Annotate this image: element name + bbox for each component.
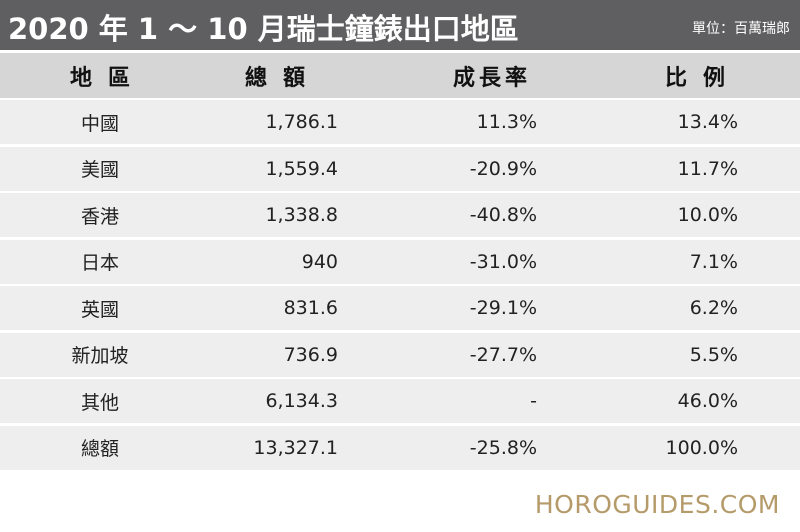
table-header: 地區 總額 成長率 比例 xyxy=(0,53,800,98)
table-row: 中國 1,786.1 11.3% 13.4% xyxy=(0,100,800,144)
table-row: 英國 831.6 -29.1% 6.2% xyxy=(0,286,800,330)
table-row: 新加坡 736.9 -27.7% 5.5% xyxy=(0,332,800,377)
region-cell: 日本 xyxy=(80,252,119,274)
region-cell: 總額 xyxy=(80,438,119,460)
table-row: 日本 940 -31.0% 7.1% xyxy=(0,239,800,284)
region-cell: 香港 xyxy=(80,205,119,228)
table-body: 中國 1,786.1 11.3% 13.4% 美國 1,559.4 -20.9% 11.7% 香… xyxy=(0,100,800,472)
header-region: 地區 xyxy=(69,65,146,91)
growth-cell: -29.1% xyxy=(469,297,537,319)
watermark: HOROGUIDES.COM xyxy=(534,490,780,519)
total-cell: 13,327.1 xyxy=(253,436,338,459)
header-total: 總額 xyxy=(244,65,321,91)
share-cell: 100.0% xyxy=(665,436,738,459)
region-cell: 英國 xyxy=(80,298,119,321)
share-cell: 13.4% xyxy=(677,111,738,133)
share-cell: 10.0% xyxy=(677,204,738,226)
share-cell: 46.0% xyxy=(677,390,738,412)
growth-cell: 11.3% xyxy=(476,111,537,133)
table-row: 總額 13,327.1 -25.8% 100.0% xyxy=(0,425,800,470)
header-growth: 成長率 xyxy=(452,65,531,91)
growth-cell: - xyxy=(530,390,537,412)
share-cell: 11.7% xyxy=(677,157,738,180)
table-row: 其他 6,134.3 - 46.0% xyxy=(0,379,800,423)
region-cell: 其他 xyxy=(80,391,119,414)
title-bar: 2020 年 1 ～ 10 月瑞士鐘錶出口地區 單位：百萬瑞郎 xyxy=(0,0,800,50)
growth-cell: -27.7% xyxy=(469,343,537,366)
share-cell: 6.2% xyxy=(689,297,738,319)
total-cell: 1,559.4 xyxy=(265,157,338,180)
page-title: 2020 年 1 ～ 10 月瑞士鐘錶出口地區 xyxy=(8,12,519,46)
table-row: 美國 1,559.4 -20.9% 11.7% xyxy=(0,146,800,191)
total-cell: 1,338.8 xyxy=(265,204,338,226)
share-cell: 7.1% xyxy=(689,250,738,273)
total-cell: 831.6 xyxy=(283,297,338,319)
growth-cell: -20.9% xyxy=(469,157,537,180)
share-cell: 5.5% xyxy=(689,343,738,366)
total-cell: 736.9 xyxy=(283,343,338,366)
header-share: 比例 xyxy=(664,65,741,91)
region-cell: 中國 xyxy=(80,112,119,135)
growth-cell: -40.8% xyxy=(469,204,537,226)
region-cell: 美國 xyxy=(80,159,119,181)
unit-label: 單位：百萬瑞郎 xyxy=(692,21,790,37)
growth-cell: -31.0% xyxy=(469,250,537,273)
region-cell: 新加坡 xyxy=(71,345,129,367)
table-row: 香港 1,338.8 -40.8% 10.0% xyxy=(0,193,800,237)
total-cell: 940 xyxy=(301,250,338,273)
total-cell: 1,786.1 xyxy=(265,111,338,133)
growth-cell: -25.8% xyxy=(469,436,537,459)
total-cell: 6,134.3 xyxy=(265,390,338,412)
